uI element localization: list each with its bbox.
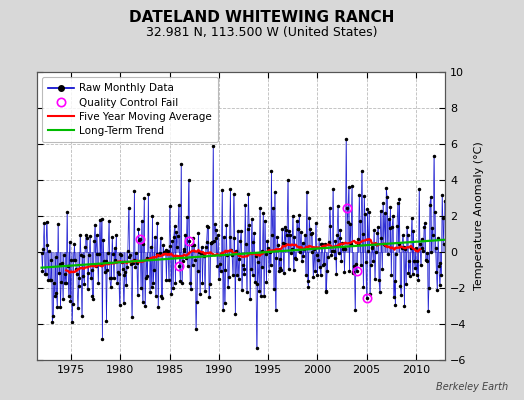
Legend: Raw Monthly Data, Quality Control Fail, Five Year Moving Average, Long-Term Tren: Raw Monthly Data, Quality Control Fail, … [42,77,219,142]
Y-axis label: Temperature Anomaly (°C): Temperature Anomaly (°C) [474,142,484,290]
Text: 32.981 N, 113.500 W (United States): 32.981 N, 113.500 W (United States) [146,26,378,39]
Text: Berkeley Earth: Berkeley Earth [436,382,508,392]
Text: DATELAND WHITEWING RANCH: DATELAND WHITEWING RANCH [129,10,395,25]
